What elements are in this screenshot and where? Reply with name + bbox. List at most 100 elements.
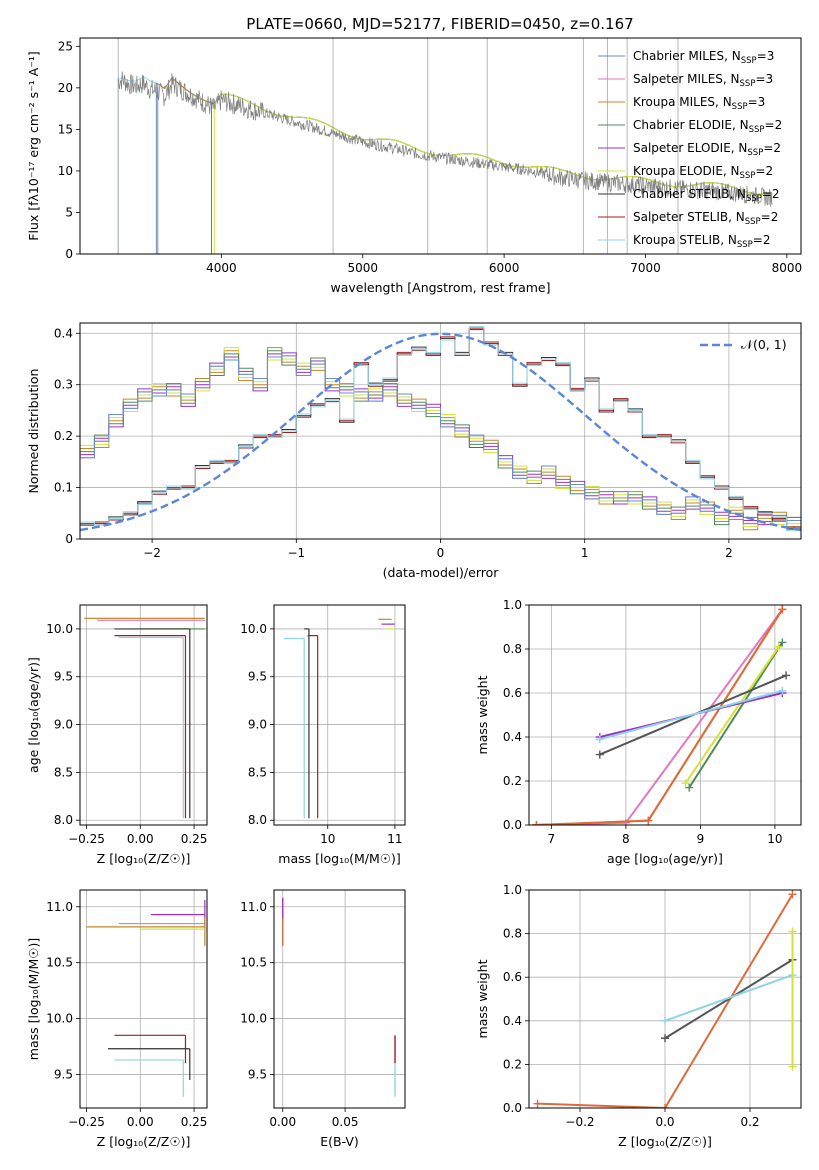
plot-area bbox=[80, 326, 801, 532]
data-point bbox=[661, 1034, 669, 1043]
legend-nssp: N bbox=[728, 233, 737, 247]
data-point bbox=[532, 821, 541, 825]
x-tick-label: 0.00 bbox=[127, 1115, 154, 1129]
legend-nssp: N bbox=[736, 210, 745, 224]
x-tick-label: −0.25 bbox=[68, 832, 105, 846]
series-line bbox=[537, 893, 794, 1108]
legend-entry: Chabrier MILES, NSSP=3 bbox=[633, 49, 774, 66]
series-line bbox=[536, 608, 784, 825]
panel-mass-vs-Z: −0.25 0.00 0.25 9.5 10.0 10.5 11.0 Z [log₁₀(Z/Z… bbox=[26, 889, 208, 1149]
legend-entry: Kroupa ELODIE, NSSP=2 bbox=[633, 164, 773, 181]
legend-entry: Salpeter MILES, NSSP=3 bbox=[633, 72, 773, 89]
legend-nssp: N bbox=[731, 164, 740, 178]
data-point bbox=[778, 686, 787, 695]
panel-age-vs-Z: −0.25 0.00 0.25 8.0 8.5 9.0 9.5 10.0 Z [log₁₀(Z/… bbox=[26, 604, 208, 866]
x-tick-label: 0.25 bbox=[181, 832, 208, 846]
y-tick-label: 0.4 bbox=[54, 326, 73, 340]
legend-nssp: N bbox=[732, 49, 741, 63]
legend-entry: Salpeter ELODIE, NSSP=2 bbox=[633, 141, 781, 158]
x-tick-label: 8 bbox=[622, 832, 630, 846]
legend-entry: Kroupa MILES, NSSP=3 bbox=[633, 95, 765, 112]
x-tick-label: 5000 bbox=[347, 261, 378, 275]
plot-area bbox=[533, 890, 797, 1108]
legend-entry: Chabrier ELODIE, NSSP=2 bbox=[633, 118, 782, 135]
y-tick-label: 0.2 bbox=[503, 1057, 522, 1071]
axes-frame bbox=[79, 322, 802, 540]
observed-spectrum-line bbox=[117, 71, 773, 208]
legend-sub: SSP bbox=[740, 79, 756, 89]
y-axis-label: Normed distribution bbox=[26, 369, 41, 494]
histogram-wide bbox=[80, 355, 801, 525]
x-tick-label: 7000 bbox=[630, 261, 661, 275]
y-tick-label: 10.0 bbox=[46, 1012, 73, 1026]
series-line bbox=[599, 689, 783, 741]
x-tick-label: 1 bbox=[581, 546, 589, 560]
y-tick-label: 8.5 bbox=[248, 765, 267, 779]
x-tick-label: 0.00 bbox=[269, 1115, 296, 1129]
histogram-narrow bbox=[80, 326, 801, 531]
series-line bbox=[684, 646, 780, 784]
data-point bbox=[595, 750, 604, 759]
x-tick-label: 6000 bbox=[489, 261, 520, 275]
y-tick-label: 10.5 bbox=[240, 956, 267, 970]
x-axis-label: Z [log₁₀(Z/Z☉)] bbox=[618, 1134, 712, 1149]
plot-area bbox=[282, 897, 396, 1097]
y-tick-label: 25 bbox=[58, 39, 73, 53]
x-tick-label: 11 bbox=[387, 832, 402, 846]
legend-sub: SSP bbox=[740, 171, 756, 181]
y-axis-label: Flux [fλ10⁻¹⁷ erg cm⁻² s⁻¹ A⁻¹] bbox=[26, 51, 41, 240]
legend-count: =2 bbox=[755, 164, 773, 178]
x-tick-label: −2 bbox=[143, 546, 161, 560]
figure-title: PLATE=0660, MJD=52177, FIBERID=0450, z=0… bbox=[246, 15, 633, 33]
y-tick-label: 0.8 bbox=[503, 927, 522, 941]
y-axis-label: mass weight bbox=[475, 675, 490, 754]
legend-sub: SSP bbox=[746, 194, 762, 204]
data-point bbox=[661, 1016, 669, 1025]
y-tick-label: 11.0 bbox=[240, 900, 267, 914]
y-tick-label: 8.0 bbox=[248, 813, 267, 827]
legend-count: =2 bbox=[763, 141, 781, 155]
x-tick-label: 7 bbox=[548, 832, 556, 846]
y-tick-label: 9.5 bbox=[54, 1067, 73, 1081]
series-line bbox=[688, 641, 784, 789]
x-tick-label: 4000 bbox=[206, 261, 237, 275]
legend-count: =3 bbox=[748, 95, 766, 109]
x-tick-label: 9 bbox=[697, 832, 705, 846]
data-point bbox=[782, 671, 791, 680]
data-point bbox=[681, 779, 690, 788]
panel-massweight-vs-Z: −0.2 0.0 0.2 0.0 0.2 0.4 0.6 0.8 1.0 Z [log₁₀(Z/Z… bbox=[475, 883, 802, 1149]
y-tick-label: 0.4 bbox=[503, 730, 522, 744]
axes-frame bbox=[79, 37, 802, 255]
y-axis-label: mass weight bbox=[475, 959, 490, 1038]
y-tick-label: 0.2 bbox=[54, 429, 73, 443]
x-tick-label: 8000 bbox=[772, 261, 803, 275]
axes-frame bbox=[273, 889, 406, 1109]
y-tick-label: 0.1 bbox=[54, 481, 73, 495]
legend-entry: 𝒩(0, 1) bbox=[741, 337, 787, 352]
y-tick-label: 10 bbox=[58, 164, 73, 178]
x-axis-label: wavelength [Angstrom, rest frame] bbox=[330, 280, 550, 295]
panel-massweight-vs-age: 7 8 9 10 0.0 0.2 0.4 0.6 0.8 1.0 age [log₁₀(age/yr… bbox=[475, 598, 802, 866]
y-tick-label: 0.6 bbox=[503, 970, 522, 984]
plot-area bbox=[86, 900, 206, 1097]
y-tick-label: 10.5 bbox=[46, 956, 73, 970]
data-point bbox=[788, 1062, 797, 1071]
legend-count: =2 bbox=[753, 233, 771, 247]
y-tick-label: 9.0 bbox=[54, 718, 73, 732]
legend-entry: Kroupa STELIB, NSSP=2 bbox=[633, 233, 771, 250]
panel-mass-vs-EBV: 0.00 0.05 9.5 10.0 10.5 11.0 E(B-V) bbox=[240, 889, 406, 1149]
panel-spectrum: 4000 5000 6000 7000 8000 0 5 10 15 20 25 wavelength… bbox=[26, 37, 803, 295]
axes-frame bbox=[528, 889, 802, 1109]
y-tick-label: 0.3 bbox=[54, 378, 73, 392]
legend-count: =3 bbox=[757, 49, 775, 63]
x-tick-label: 10 bbox=[320, 832, 335, 846]
legend-sub: SSP bbox=[747, 148, 763, 158]
y-tick-label: 20 bbox=[58, 81, 73, 95]
data-point bbox=[788, 890, 797, 899]
axes-frame bbox=[273, 604, 406, 826]
x-tick-label: −1 bbox=[287, 546, 305, 560]
x-tick-label: 0.00 bbox=[127, 832, 154, 846]
y-tick-label: 8.5 bbox=[54, 765, 73, 779]
data-point bbox=[644, 816, 653, 825]
